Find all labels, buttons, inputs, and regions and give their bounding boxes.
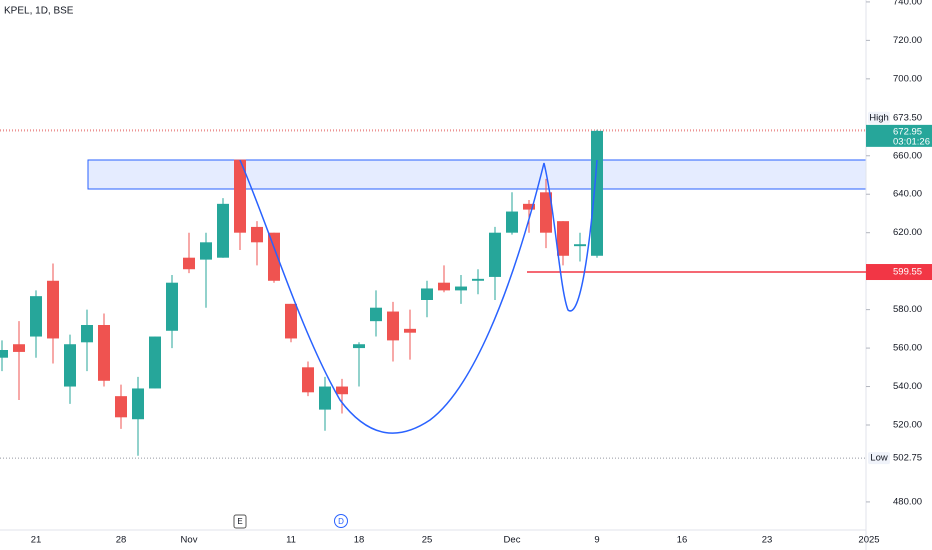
x-tick-label: 9 [594,535,599,546]
candle-body [166,282,178,331]
candle-body [574,244,586,247]
y-tick-label: 620.00 [893,227,922,238]
y-tick-label: 740.00 [893,0,922,7]
candle-body [98,325,110,381]
candle-body [285,303,297,339]
candle-body [115,396,127,418]
candle-body [540,192,552,233]
candle-body [591,130,603,256]
x-tick-label: 28 [116,535,127,546]
countdown: 03:01:26 [893,136,930,147]
x-tick-label: 25 [422,535,433,546]
candle-body [523,203,535,210]
candle-body [47,280,59,339]
high-value: 673.50 [893,112,922,123]
marks [0,129,866,459]
low-tag-label: Low [870,453,888,464]
level-tag [866,264,932,281]
candle-body [217,203,229,258]
x-tick-label: 11 [286,535,296,546]
candle-body [13,344,25,352]
candle-body [30,296,42,337]
level-value: 599.55 [893,267,922,278]
high-tag [868,111,890,124]
candle-body [387,311,399,341]
y-tick-label: 480.00 [893,496,922,507]
high-tag-label: High [869,112,889,123]
low-value: 502.75 [893,453,922,464]
candle-body [353,344,365,349]
x-tick-label: Nov [181,535,198,546]
candle-body [132,388,144,420]
y-tick-label: 580.00 [893,304,922,315]
candle-body [183,257,195,270]
candle-body [438,282,450,291]
candle-body [0,350,8,358]
y-tick-label: 560.00 [893,343,922,354]
candle-body [149,336,161,389]
candle-body [200,242,212,260]
event-marker [334,514,348,528]
x-tick-label: 18 [354,535,365,546]
candle-body [421,288,433,300]
candle-body [404,328,416,333]
candle-body [336,386,348,395]
x-tick-label: 2025 [858,535,879,546]
candle-body [506,211,518,233]
candle-body [455,286,467,291]
candle-body [64,344,76,387]
x-tick-label: 23 [762,535,773,546]
candle-body [370,307,382,322]
last-price-tag [866,124,932,147]
event-marker [233,514,247,529]
pattern-curve [239,159,598,434]
x-tick-label: 16 [677,535,688,546]
candle-body [268,232,280,281]
y-tick-label: 640.00 [893,189,922,200]
candle-body [557,221,569,256]
zone-box [87,159,867,190]
y-tick-label: 520.00 [893,420,922,431]
y-tick-label: 720.00 [893,35,922,46]
y-tick-label: 540.00 [893,381,922,392]
candle-body [489,232,501,277]
candle-body [234,159,246,233]
chart-title: KPEL, 1D, BSE [4,6,74,17]
candle-body [251,226,263,243]
candle-body [302,367,314,393]
candle-body [319,386,331,410]
event-label: E [237,517,242,526]
y-tick-label: 700.00 [893,73,922,84]
x-tick-label: 21 [31,535,42,546]
low-tag [868,452,890,465]
last-price: 672.95 [893,126,922,137]
candle-body [472,278,484,281]
event-label: D [338,517,344,526]
candle-body [81,325,93,343]
y-tick-label: 660.00 [893,150,922,161]
x-tick-label: Dec [504,535,521,546]
